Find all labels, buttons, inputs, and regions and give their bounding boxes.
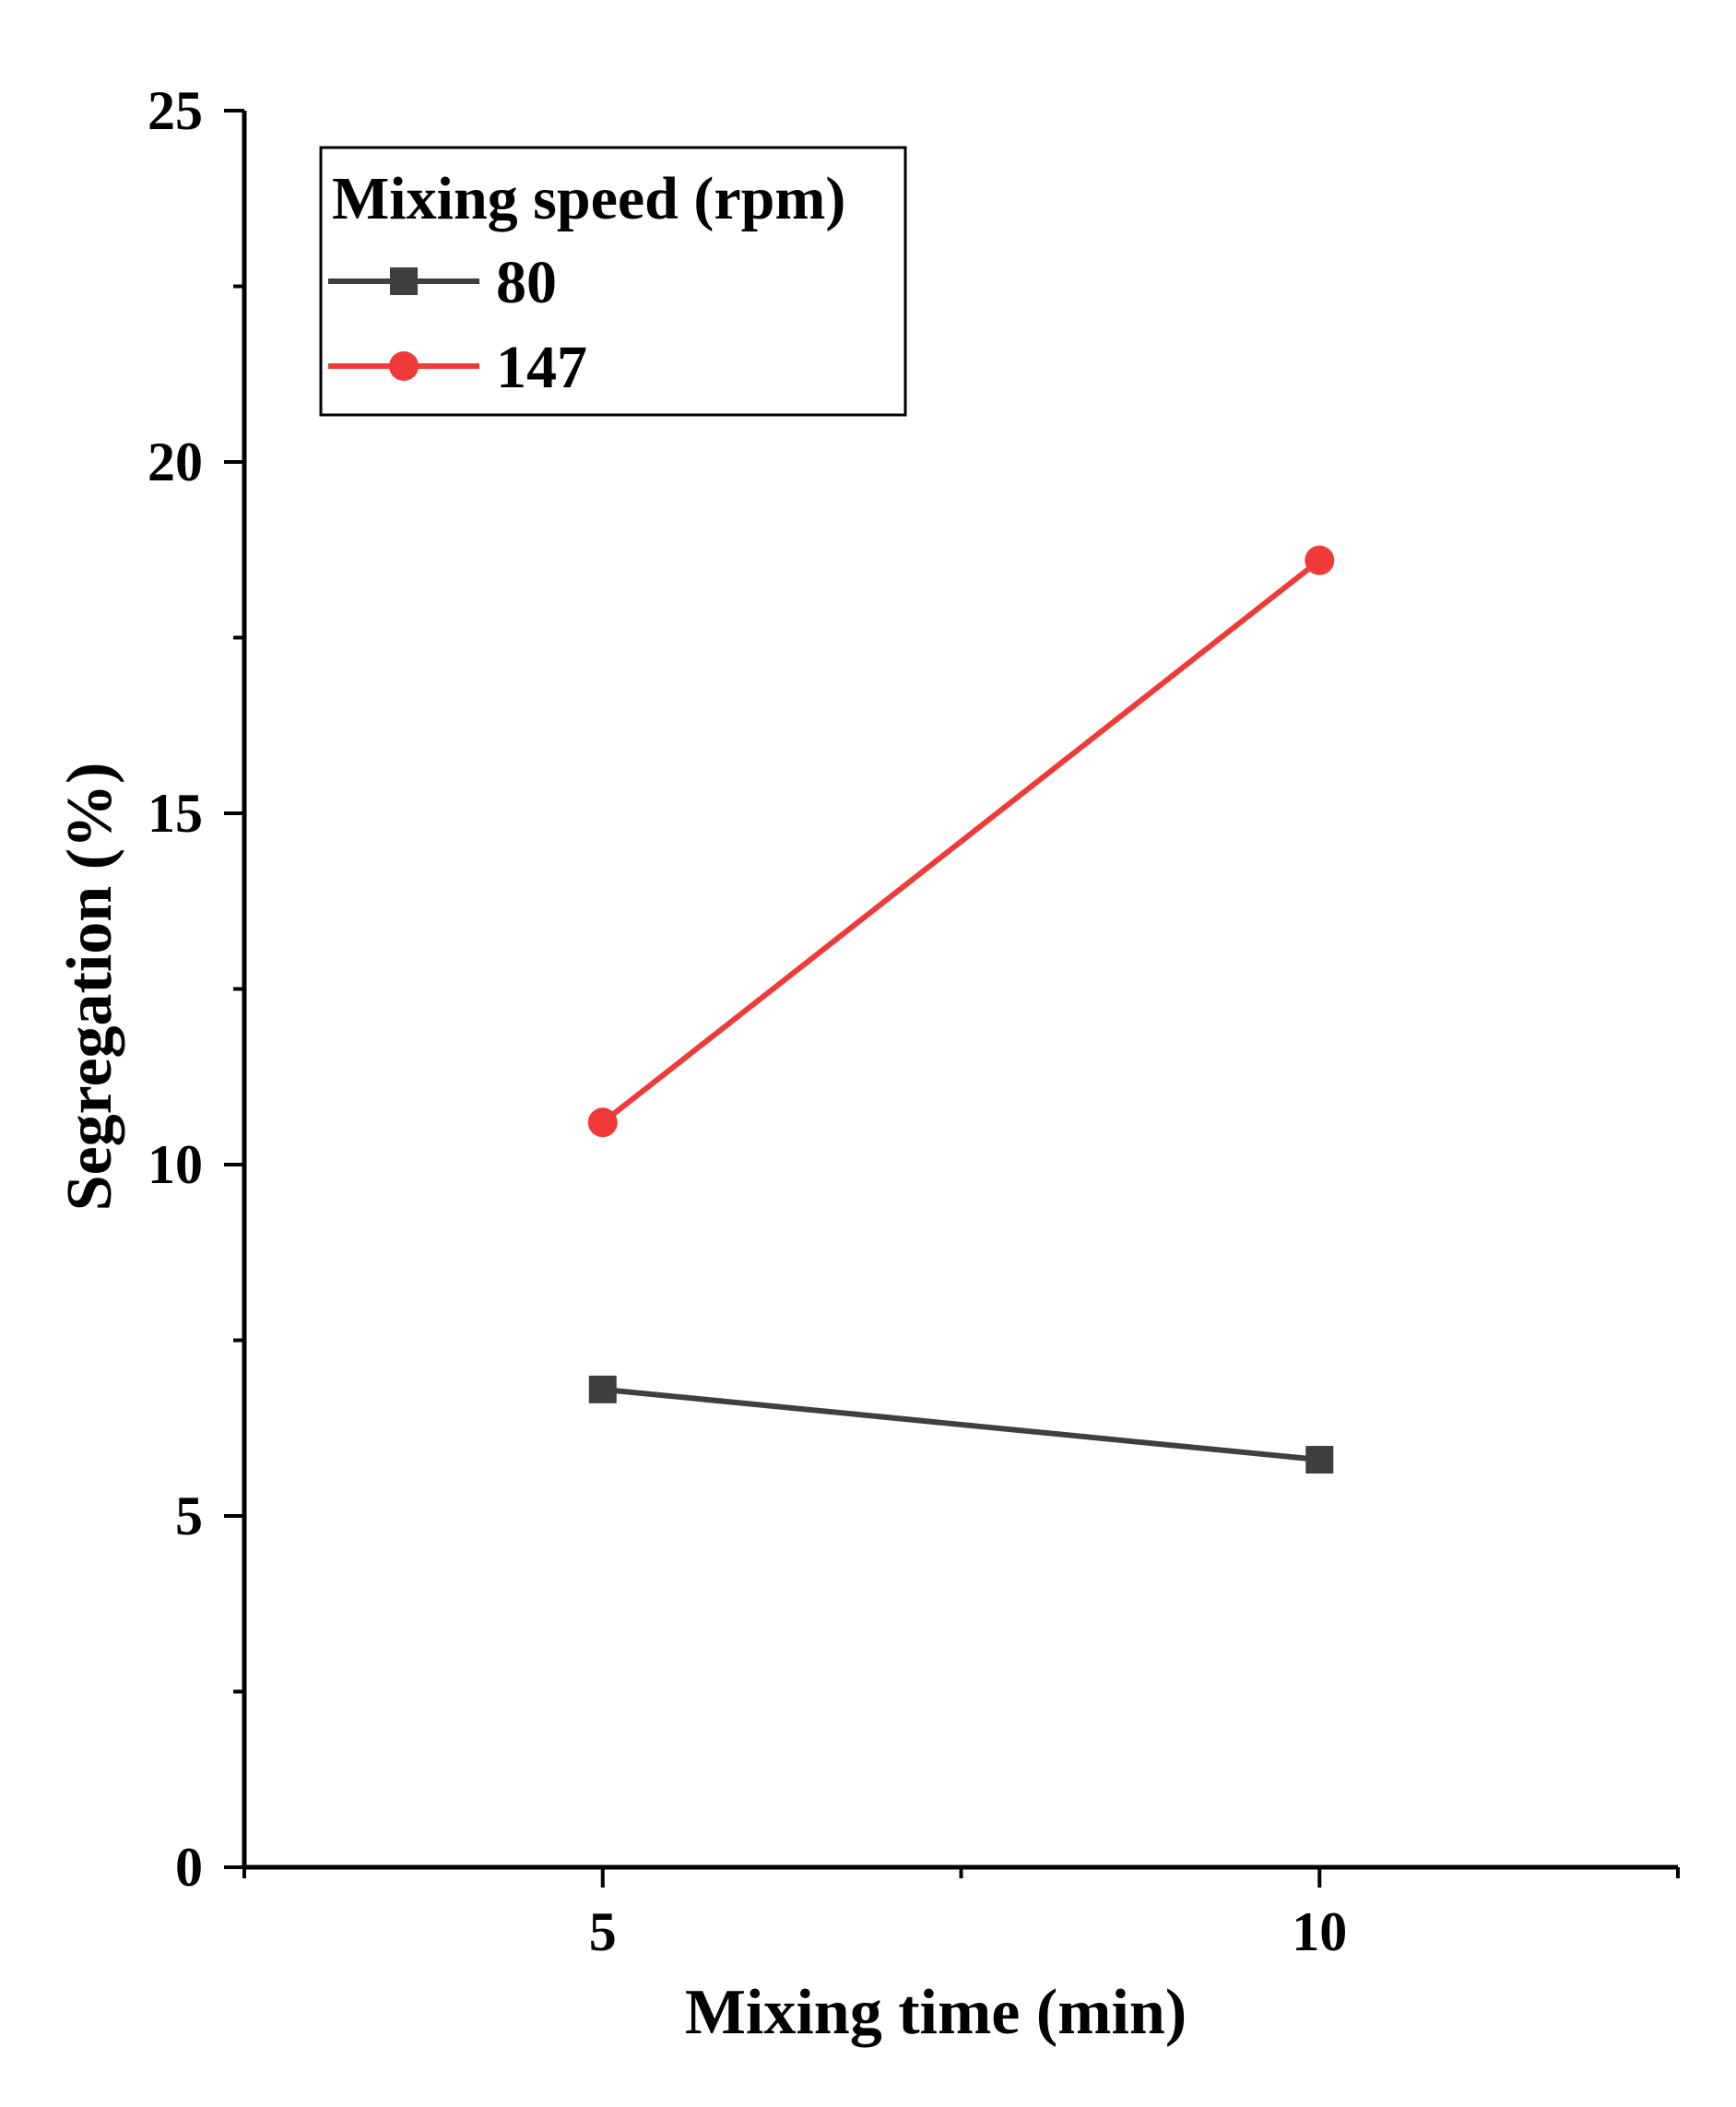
y-tick-label: 10: [148, 1134, 203, 1195]
legend-swatch-marker: [389, 351, 419, 381]
data-point: [587, 1107, 618, 1138]
data-point: [588, 1375, 617, 1403]
y-tick-label: 5: [175, 1486, 203, 1546]
y-tick-label: 15: [148, 783, 203, 844]
series-layer: [587, 545, 1335, 1474]
y-axis-title: Segregation (%): [54, 763, 125, 1212]
series-line: [602, 1386, 1320, 1463]
legend-title: Mixing speed (rpm): [332, 165, 845, 232]
x-tick-label: 10: [1292, 1901, 1347, 1962]
x-axis-title: Mixing time (min): [685, 1977, 1187, 2048]
y-tick-label: 0: [175, 1837, 203, 1898]
legend-item: 147: [328, 334, 587, 401]
y-tick-label: 25: [148, 80, 203, 141]
data-point: [1305, 1446, 1334, 1474]
legend-label: 147: [496, 334, 587, 401]
legend-label: 80: [496, 249, 557, 316]
series-80: [588, 1375, 1334, 1474]
legend-item: 80: [328, 249, 557, 316]
data-point: [1305, 545, 1335, 575]
series-line: [600, 558, 1322, 1125]
legend-swatch-marker: [390, 267, 418, 295]
axis-ticks: 0 5 10 15 20 25 5 10: [148, 80, 1680, 1962]
y-tick-label: 20: [148, 432, 203, 492]
series-147: [587, 545, 1335, 1138]
x-tick-label: 5: [589, 1901, 617, 1962]
